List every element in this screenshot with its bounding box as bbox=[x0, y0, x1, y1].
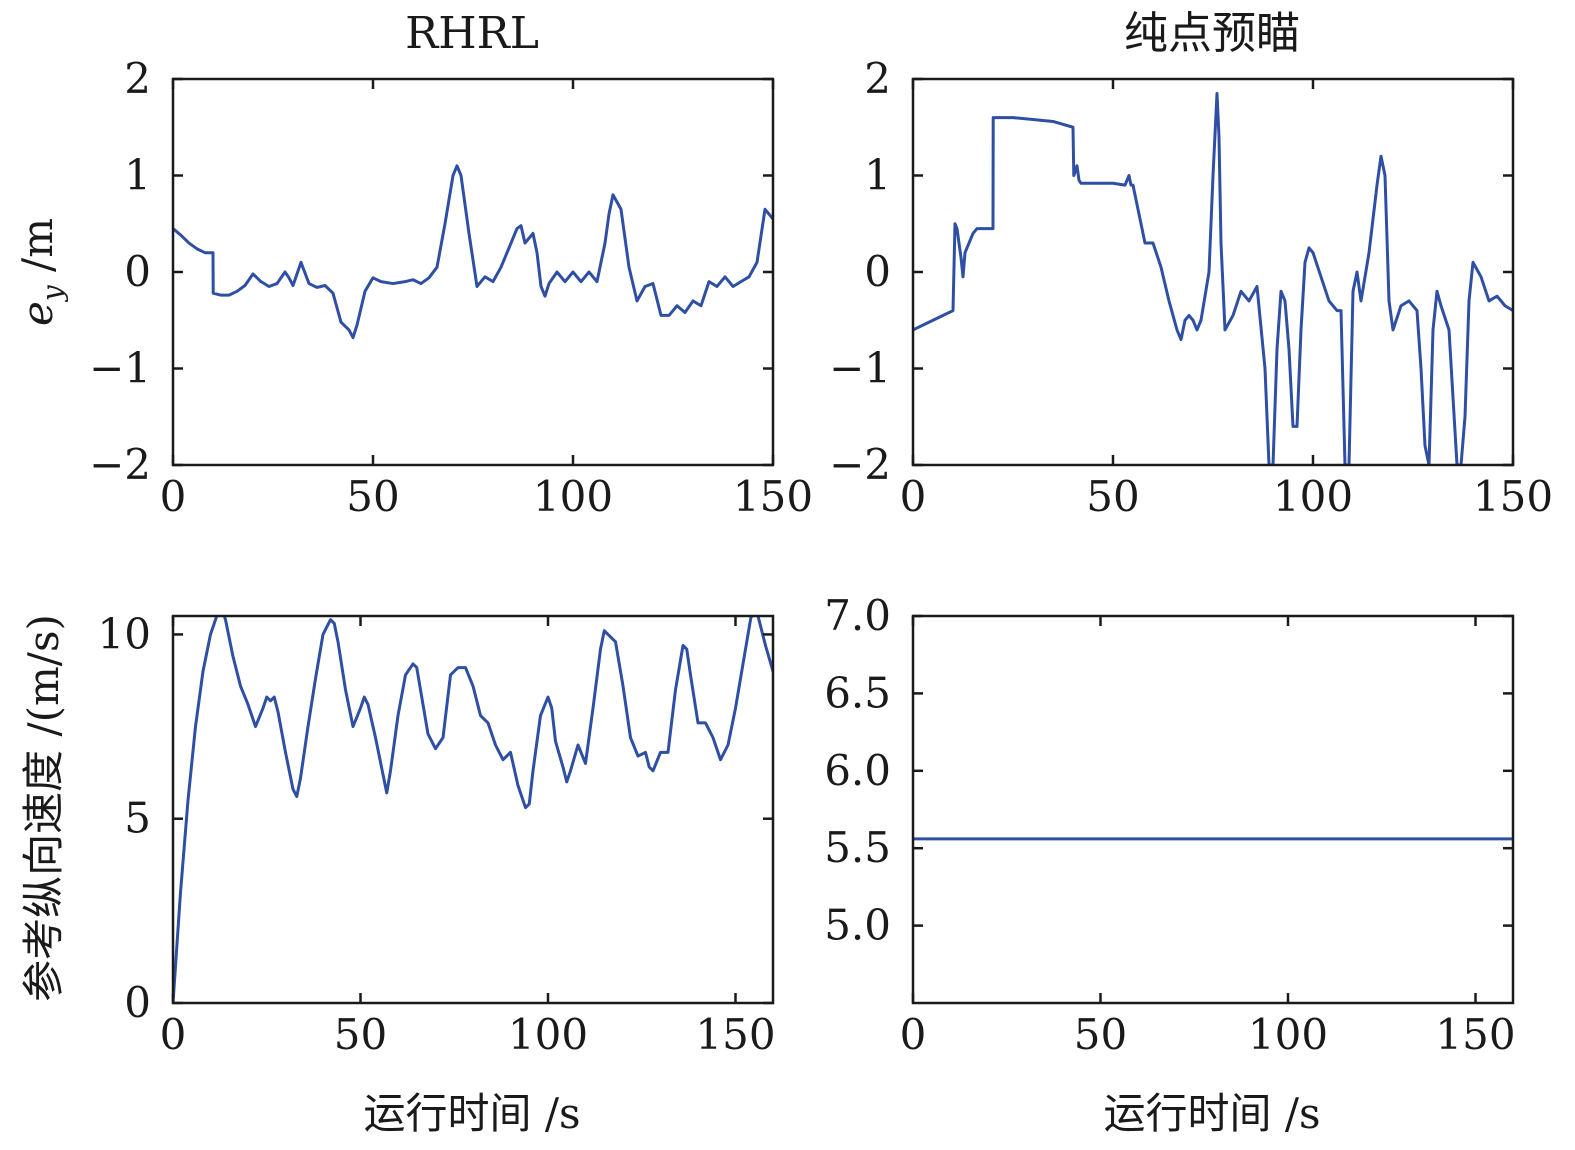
x-tick-label: 150 bbox=[695, 1010, 775, 1059]
y-tick-label: −1 bbox=[89, 344, 151, 393]
plot-area-bottom-left: 0 50 100 150 0 5 10 bbox=[98, 609, 776, 1059]
panel-title-top-left: RHRL bbox=[405, 8, 539, 59]
axes-frame bbox=[171, 614, 775, 1005]
y-tick-label: 1 bbox=[864, 151, 891, 200]
series-line-0 bbox=[913, 91, 1513, 465]
x-tick-label: 0 bbox=[900, 472, 927, 521]
y-tick-label: 5.5 bbox=[824, 823, 891, 872]
series-line-0 bbox=[173, 164, 773, 340]
y-tick-label: 5.0 bbox=[824, 901, 891, 950]
y-tick-label: 10 bbox=[98, 609, 151, 658]
plot-area-top-right: 0 50 100 150 −2 −1 0 1 2 bbox=[829, 54, 1553, 521]
xlabel-bottom-right: 运行时间 /s bbox=[1103, 1089, 1320, 1138]
panel-top-right: 纯点预瞄 0 50 100 150 −2 −1 0 1 2 bbox=[829, 8, 1553, 521]
ylabel-text-bottom-left: 参考纵向速度 /(m/s) bbox=[19, 614, 68, 1002]
x-tick-label: 150 bbox=[1435, 1010, 1515, 1059]
panel-bottom-right: 运行时间 /s 0 50 100 150 5.0 5.5 6.0 6.5 7.0 bbox=[824, 591, 1515, 1138]
x-tick-label: 50 bbox=[1074, 1010, 1127, 1059]
y-tick-label: 2 bbox=[124, 54, 151, 103]
plot-area-bottom-right: 0 50 100 150 5.0 5.5 6.0 6.5 7.0 bbox=[824, 591, 1515, 1059]
y-tick-label: 6.5 bbox=[824, 668, 891, 717]
ylabel-unit: /m bbox=[13, 218, 62, 285]
x-tick-label: 100 bbox=[508, 1010, 588, 1059]
x-tick-label: 50 bbox=[346, 472, 399, 521]
ylabel-text-top-left: ey /m bbox=[13, 218, 69, 326]
ylabel-bottom-left: 参考纵向速度 /(m/s) bbox=[19, 614, 68, 1002]
plot-area-top-left: 0 50 100 150 −2 −1 0 1 2 bbox=[89, 54, 813, 521]
xlabel-bottom-left: 运行时间 /s bbox=[363, 1089, 580, 1138]
y-tick-label: 5 bbox=[124, 794, 151, 843]
y-tick-label: 0 bbox=[864, 247, 891, 296]
y-tick-label: 0 bbox=[124, 978, 151, 1027]
x-tick-label: 150 bbox=[733, 472, 813, 521]
panel-top-left: RHRL ey /m 0 50 100 150 −2 −1 0 1 2 bbox=[13, 8, 813, 521]
axes-frame bbox=[911, 614, 1515, 1005]
y-tick-label: −2 bbox=[89, 440, 151, 489]
axes-frame bbox=[171, 77, 775, 467]
x-tick-label: 0 bbox=[160, 472, 187, 521]
ylabel-symbol: e bbox=[13, 301, 62, 326]
y-tick-label: 6.0 bbox=[824, 746, 891, 795]
x-tick-label: 0 bbox=[160, 1010, 187, 1059]
y-tick-label: 1 bbox=[124, 151, 151, 200]
x-tick-label: 100 bbox=[1248, 1010, 1328, 1059]
x-tick-label: 50 bbox=[1086, 472, 1139, 521]
x-tick-label: 150 bbox=[1473, 472, 1553, 521]
ylabel-top-left: ey /m bbox=[13, 218, 69, 326]
ylabel-subscript: y bbox=[36, 284, 69, 303]
y-tick-label: −1 bbox=[829, 344, 891, 393]
x-tick-label: 50 bbox=[334, 1010, 387, 1059]
series-line-0 bbox=[173, 616, 773, 1003]
panel-title-top-right: 纯点预瞄 bbox=[1124, 8, 1300, 59]
x-tick-label: 0 bbox=[900, 1010, 927, 1059]
y-tick-label: 7.0 bbox=[824, 591, 891, 640]
x-tick-label: 100 bbox=[1273, 472, 1353, 521]
x-tick-label: 100 bbox=[533, 472, 613, 521]
y-tick-label: 0 bbox=[124, 247, 151, 296]
panel-bottom-left: 参考纵向速度 /(m/s) 运行时间 /s 0 50 100 150 0 5 10 bbox=[19, 609, 776, 1138]
y-tick-label: −2 bbox=[829, 440, 891, 489]
y-tick-label: 2 bbox=[864, 54, 891, 103]
